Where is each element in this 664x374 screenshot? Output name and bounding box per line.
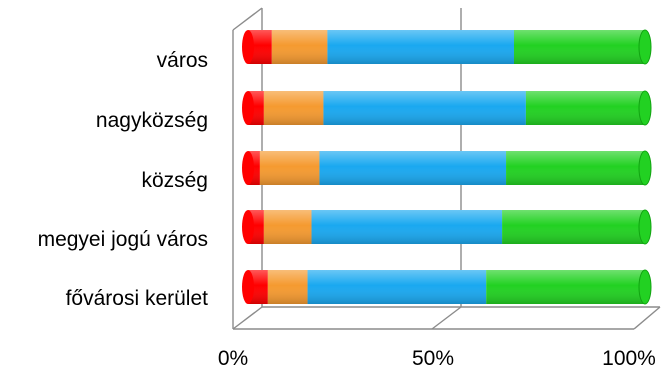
bar-segment-shading xyxy=(319,151,507,185)
bar-left-cap xyxy=(242,210,254,244)
bar-segment-shading xyxy=(525,91,645,125)
bar-segment-shading xyxy=(259,151,320,185)
bar-right-cap xyxy=(638,269,652,305)
category-label: megyei jogú város xyxy=(38,228,208,251)
x-tick-label: 100% xyxy=(602,347,656,370)
bar-segment-shading xyxy=(327,30,514,64)
bar-right-cap xyxy=(638,29,652,65)
bar-right-cap xyxy=(638,90,652,126)
floor-right-edge xyxy=(633,306,661,330)
bar-segment-shading xyxy=(271,30,328,64)
bar-left-cap xyxy=(242,30,254,64)
bar-right-cap xyxy=(638,209,652,245)
bar-segment-shading xyxy=(506,151,645,185)
x-tick-label: 50% xyxy=(412,347,454,370)
bar-left-cap xyxy=(242,91,254,125)
bar-segment-shading xyxy=(263,210,312,244)
category-label: nagyközség xyxy=(96,109,208,132)
category-labels: város nagyközség község megyei jogú váro… xyxy=(38,49,209,310)
x-axis-ticks: 0% 50% 100% xyxy=(218,347,656,370)
bar-segment-shading xyxy=(267,270,308,304)
bar-left-cap xyxy=(242,151,254,185)
category-label: fővárosi kerület xyxy=(66,287,209,310)
bar-segment-shading xyxy=(307,270,487,304)
category-label: város xyxy=(157,49,208,72)
bar-segment-shading xyxy=(486,270,645,304)
bar-segment-shading xyxy=(311,210,503,244)
bar-segment-shading xyxy=(248,30,272,64)
bar-segment-shading xyxy=(323,91,526,125)
bar-left-cap xyxy=(242,270,254,304)
floor-left-edge xyxy=(232,306,263,330)
bar-segment-shading xyxy=(513,30,645,64)
bar-segment-shading xyxy=(502,210,645,244)
bars-group xyxy=(242,29,652,305)
side-wall-top-edge xyxy=(232,7,263,31)
bar-segment-shading xyxy=(263,91,324,125)
gridline-50-floor xyxy=(431,306,462,330)
x-tick-label: 0% xyxy=(218,347,248,370)
bar-right-cap xyxy=(638,150,652,186)
category-label: község xyxy=(141,169,208,192)
